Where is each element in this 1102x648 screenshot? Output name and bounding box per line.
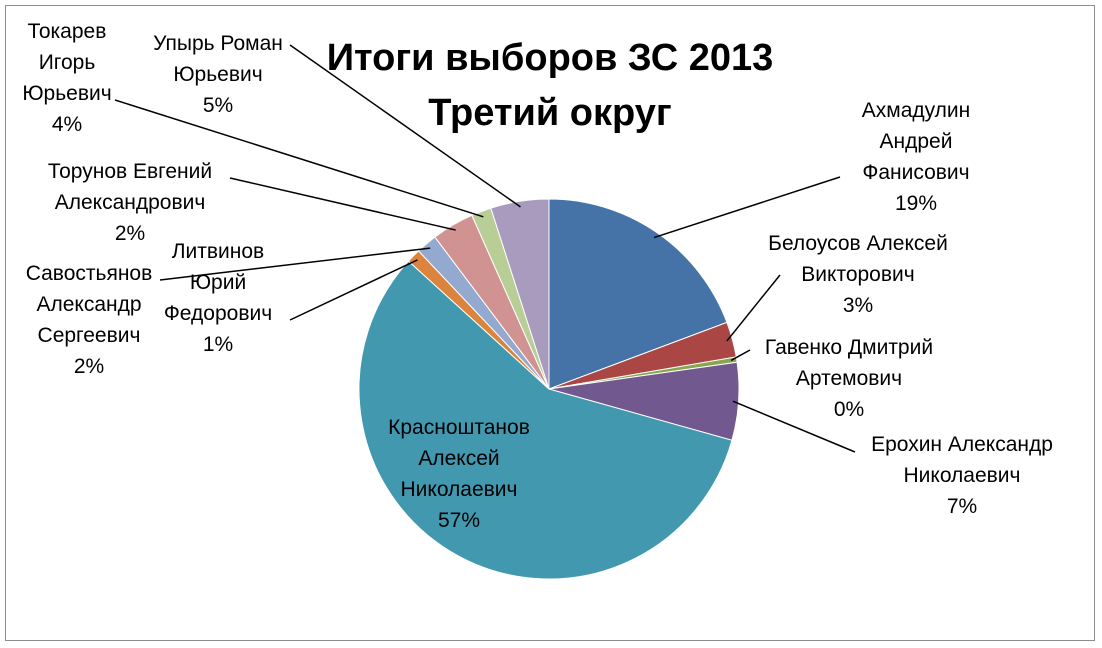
slice-name-line: Юрий bbox=[190, 271, 246, 294]
slice-name-line: Игорь bbox=[39, 51, 96, 74]
leader-line bbox=[732, 400, 856, 453]
leader-line bbox=[730, 349, 751, 362]
slice-percent: 3% bbox=[843, 294, 873, 317]
slice-name-line: Белоусов Алексей bbox=[768, 232, 948, 255]
slice-name-line: Фанисович bbox=[862, 161, 969, 184]
slice-name-line: Николаевич bbox=[904, 464, 1021, 487]
pie-slice bbox=[490, 198, 550, 390]
slice-name-line: Торунов Евгений bbox=[48, 160, 212, 183]
slices-layer bbox=[358, 198, 740, 580]
slice-label: Ерохин Александр Николаевич 7% bbox=[871, 433, 1053, 518]
slice-name-line: Ерохин Александр bbox=[871, 433, 1053, 456]
slice-label: Токарев Игорь Юрьевич 4% bbox=[22, 20, 111, 136]
labels-layer: Ахмадулин Андрей Фанисович 19% Белоусов Алек… bbox=[22, 20, 1053, 532]
leader-line bbox=[289, 259, 418, 321]
slice-name-line: Сергеевич bbox=[38, 324, 141, 347]
slice-percent: 2% bbox=[115, 222, 145, 245]
slice-label: Торунов Евгений Александрович 2% bbox=[48, 160, 212, 245]
slice-name-line: Алексей bbox=[418, 447, 499, 470]
slice-percent: 7% bbox=[947, 495, 977, 518]
slice-percent: 57% bbox=[438, 509, 480, 532]
slice-label: Белоусов Алексей Викторович 3% bbox=[768, 232, 948, 317]
pie-slice bbox=[548, 198, 728, 390]
leader-line bbox=[653, 176, 841, 239]
leader-lines-layer bbox=[114, 44, 856, 453]
slice-name-line: Савостьянов bbox=[26, 262, 153, 285]
pie-slice bbox=[358, 260, 733, 580]
slice-percent: 2% bbox=[74, 355, 104, 378]
slice-name-line: Федорович bbox=[164, 302, 272, 325]
slice-name-line: Красноштанов bbox=[388, 416, 530, 439]
chart-title-line-1: Итоги выборов ЗС 2013 bbox=[327, 37, 774, 79]
slice-percent: 1% bbox=[203, 333, 233, 356]
leader-line bbox=[229, 177, 456, 231]
slice-name-line: Николаевич bbox=[401, 478, 518, 501]
slice-label: Савостьянов Александр Сергеевич 2% bbox=[26, 262, 153, 378]
slice-percent: 5% bbox=[203, 94, 233, 117]
slice-name-line: Токарев bbox=[28, 20, 107, 43]
slice-label: Литвинов Юрий Федорович 1% bbox=[164, 240, 272, 356]
slice-name-line: Александр bbox=[36, 293, 141, 316]
slice-percent: 4% bbox=[52, 113, 82, 136]
slice-name-line: Викторович bbox=[801, 263, 914, 286]
leader-line bbox=[289, 44, 521, 208]
slice-name-line: Артемович bbox=[796, 367, 902, 390]
slice-label: Упырь Роман Юрьевич 5% bbox=[153, 32, 283, 117]
chart-title-line-2: Третий округ bbox=[428, 92, 671, 134]
leader-line bbox=[159, 247, 431, 281]
slice-name-line: Гавенко Дмитрий bbox=[765, 336, 933, 359]
slice-name-line: Ахмадулин bbox=[862, 99, 971, 122]
slice-percent: 0% bbox=[834, 398, 864, 421]
slice-label: Красноштанов Алексей Николаевич 57% bbox=[388, 416, 530, 532]
leader-line bbox=[726, 274, 781, 342]
slice-label: Ахмадулин Андрей Фанисович 19% bbox=[862, 99, 971, 215]
slice-name-line: Упырь Роман bbox=[153, 32, 283, 55]
leader-line bbox=[114, 99, 484, 218]
slice-name-line: Литвинов bbox=[172, 240, 264, 263]
slice-name-line: Александрович bbox=[55, 191, 206, 214]
slice-label: Гавенко Дмитрий Артемович 0% bbox=[765, 336, 933, 421]
slice-percent: 19% bbox=[895, 192, 937, 215]
slice-name-line: Юрьевич bbox=[173, 63, 262, 86]
slice-name-line: Андрей bbox=[880, 130, 953, 153]
slice-name-line: Юрьевич bbox=[22, 82, 111, 105]
